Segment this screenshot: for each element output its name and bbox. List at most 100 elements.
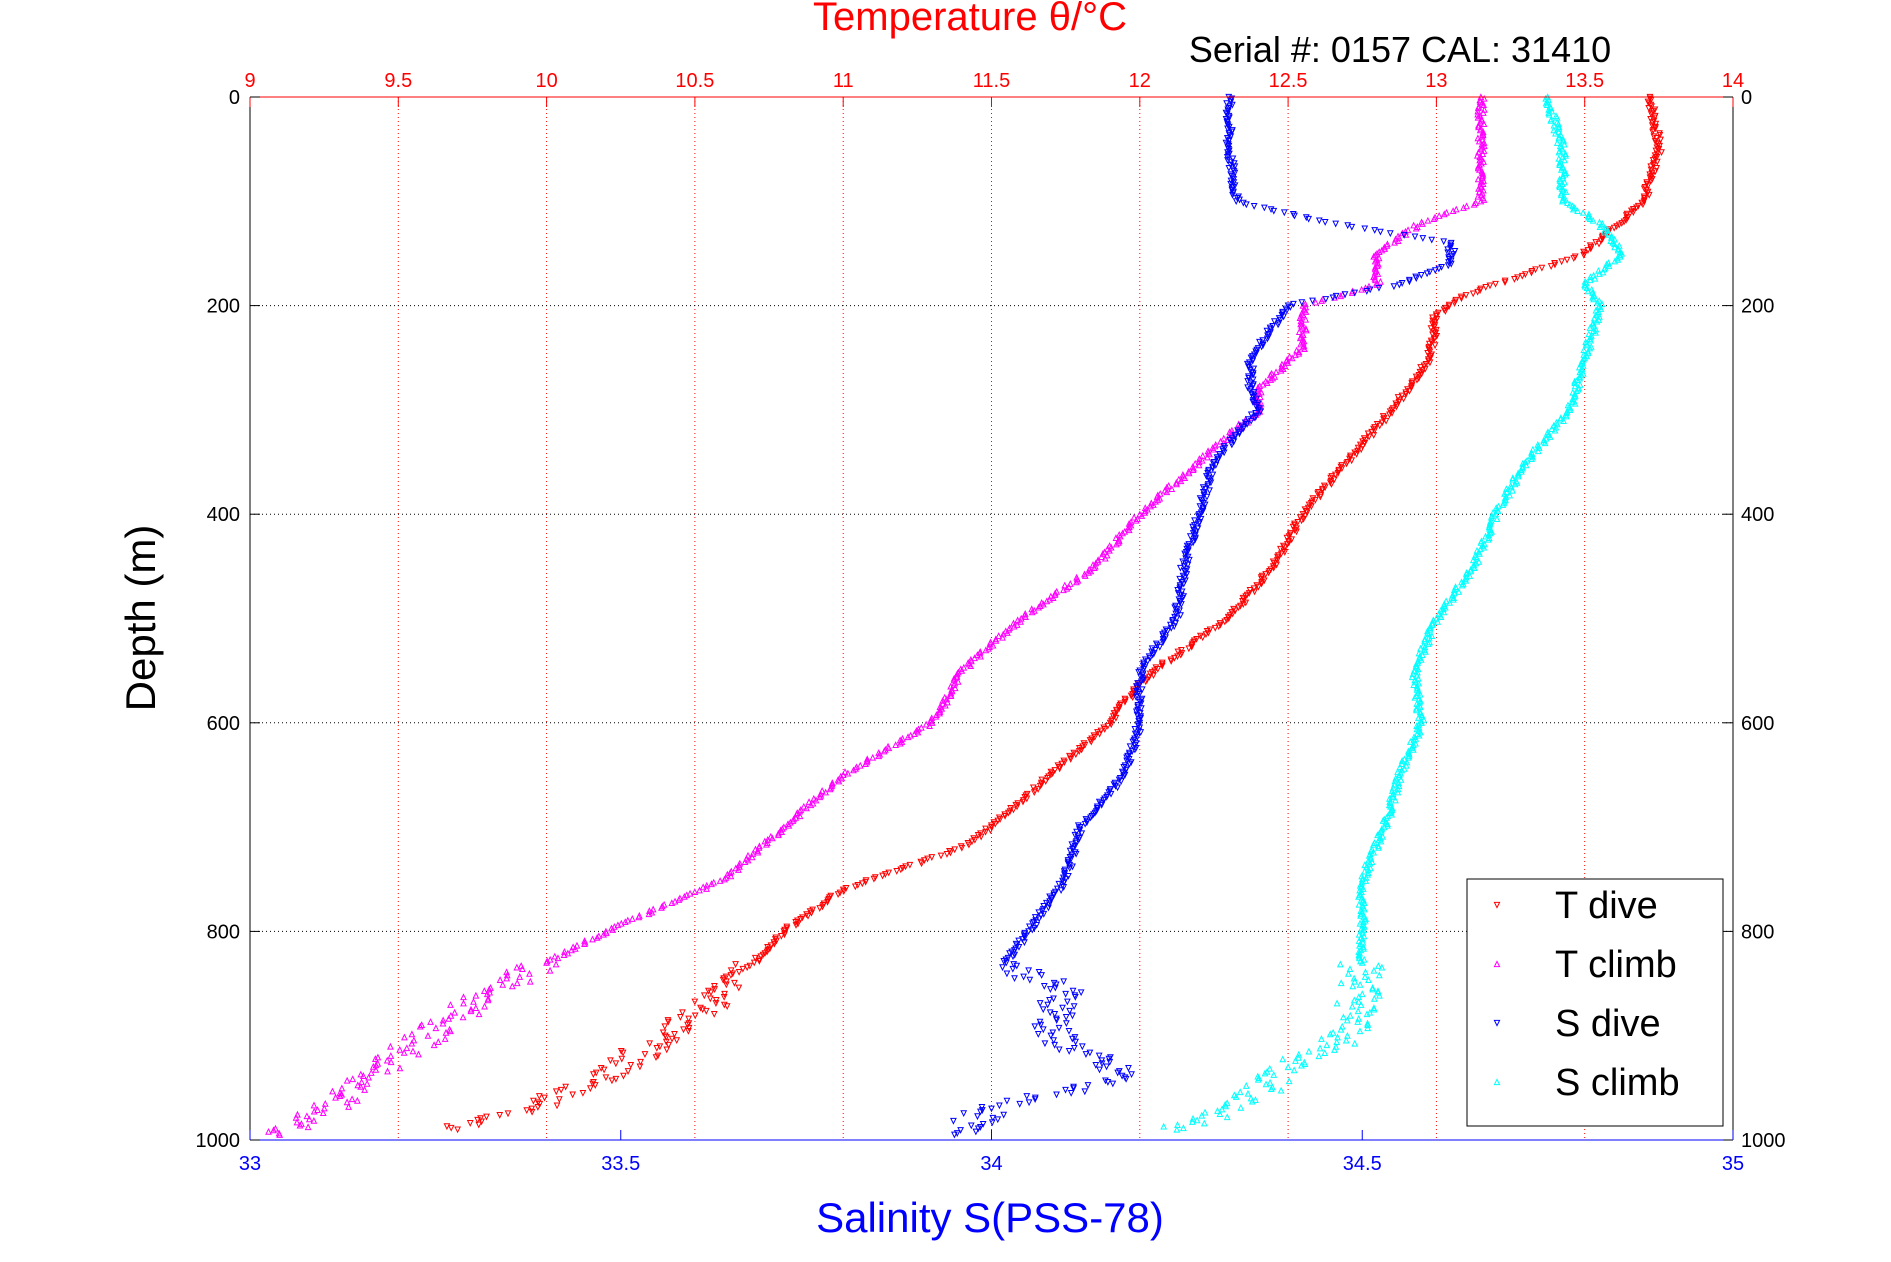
- data-point: [1643, 190, 1651, 198]
- data-point: [1424, 356, 1432, 364]
- data-point: [763, 840, 770, 848]
- data-point: [1650, 133, 1658, 141]
- data-point: [1172, 610, 1180, 618]
- data-point: [1610, 224, 1618, 232]
- data-point: [1229, 155, 1237, 163]
- data-point: [1604, 226, 1612, 234]
- data-point: [321, 1099, 329, 1107]
- data-point: [569, 1091, 577, 1099]
- data-point: [1236, 428, 1243, 436]
- data-point: [1078, 746, 1086, 754]
- data-point: [1191, 531, 1199, 539]
- data-point: [1301, 506, 1309, 514]
- data-point: [1363, 288, 1371, 295]
- data-point: [1139, 672, 1147, 680]
- data-point: [1115, 1068, 1123, 1075]
- data-point: [1285, 1077, 1293, 1085]
- data-point: [1584, 247, 1592, 254]
- data-point: [635, 913, 643, 921]
- data-point: [1390, 283, 1398, 291]
- data-point: [561, 948, 568, 955]
- data-point: [1117, 778, 1125, 785]
- data-point: [1044, 1001, 1052, 1009]
- data-point: [1351, 1039, 1359, 1047]
- data-point: [1134, 680, 1141, 687]
- data-point: [691, 1012, 699, 1020]
- data-point: [560, 951, 568, 958]
- data-point: [722, 973, 730, 981]
- data-point: [659, 1029, 667, 1037]
- data-point: [927, 717, 935, 725]
- data-point: [1042, 778, 1050, 785]
- data-point: [478, 1118, 486, 1126]
- data-point: [1207, 479, 1215, 487]
- data-point: [1260, 577, 1268, 585]
- data-point: [439, 1016, 447, 1024]
- data-point: [1107, 1054, 1114, 1062]
- data-point: [1571, 399, 1579, 407]
- data-point: [1511, 480, 1519, 488]
- data-point: [432, 1024, 440, 1032]
- data-point: [1402, 230, 1410, 238]
- data-point: [744, 856, 752, 864]
- data-point: [1434, 617, 1442, 625]
- data-point: [1070, 749, 1078, 757]
- data-point: [1272, 368, 1280, 376]
- data-point: [1070, 1044, 1078, 1052]
- data-point: [1428, 632, 1436, 639]
- data-point: [1223, 153, 1231, 161]
- data-point: [1013, 803, 1021, 811]
- data-point: [1523, 456, 1531, 464]
- data-point: [618, 1055, 626, 1063]
- data-point: [668, 1035, 676, 1043]
- data-point: [1069, 1012, 1076, 1020]
- data-point: [1437, 613, 1445, 621]
- data-point: [1548, 425, 1556, 432]
- data-point: [988, 824, 995, 831]
- data-point: [851, 883, 859, 891]
- data-point: [383, 1056, 391, 1064]
- data-point: [1250, 585, 1258, 593]
- data-point: [1091, 809, 1099, 817]
- data-point: [581, 940, 588, 948]
- data-point: [1475, 557, 1483, 565]
- data-point: [967, 1122, 975, 1130]
- data-point: [1167, 658, 1175, 665]
- data-point: [1285, 539, 1293, 547]
- data-point: [1451, 247, 1459, 255]
- legend-marker: [1493, 960, 1501, 968]
- data-point: [1346, 965, 1354, 973]
- data-point: [1322, 296, 1330, 303]
- data-point: [1248, 390, 1255, 398]
- data-point: [472, 991, 480, 999]
- data-point: [1011, 951, 1019, 959]
- data-point: [1292, 1057, 1299, 1064]
- data-point: [1475, 137, 1483, 145]
- data-point: [1006, 950, 1013, 958]
- data-point: [1499, 501, 1507, 508]
- data-point: [1566, 200, 1574, 208]
- data-point: [1175, 596, 1183, 604]
- data-point: [1561, 156, 1569, 164]
- data-point: [1506, 491, 1514, 499]
- data-point: [732, 961, 740, 968]
- data-point: [1021, 934, 1029, 942]
- data-point: [1263, 335, 1271, 343]
- data-point: [1270, 1071, 1278, 1078]
- data-point: [850, 766, 857, 774]
- data-point: [1492, 510, 1500, 518]
- data-point: [1365, 976, 1372, 983]
- data-point: [1051, 591, 1059, 598]
- data-point: [1258, 575, 1265, 583]
- data-point: [460, 999, 467, 1007]
- data-point: [834, 891, 842, 899]
- data-point: [1244, 416, 1252, 424]
- data-point: [976, 1124, 984, 1131]
- data-point: [785, 821, 793, 829]
- data-point: [1038, 972, 1046, 979]
- data-point: [819, 903, 826, 911]
- data-point: [1586, 276, 1594, 284]
- data-point: [1375, 843, 1382, 851]
- data-point: [928, 719, 936, 726]
- data-point: [1418, 651, 1426, 658]
